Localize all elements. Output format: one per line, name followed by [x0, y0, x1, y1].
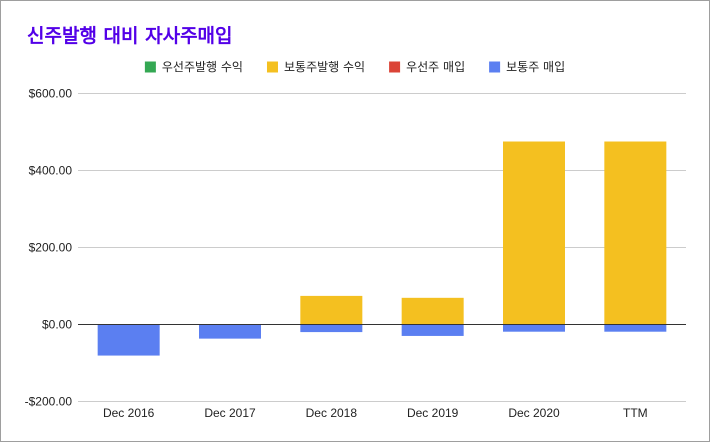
- y-tick-label: -$200.00: [25, 395, 73, 409]
- x-tick-label: Dec 2020: [508, 406, 560, 420]
- legend-item: 우선주발행 수익: [144, 59, 243, 74]
- y-tick-label: $200.00: [29, 241, 73, 255]
- y-tick-label: $400.00: [29, 164, 73, 178]
- bar-segment: [300, 324, 363, 333]
- bar-segment: [199, 324, 261, 339]
- legend-item: 우선주 매입: [389, 60, 465, 74]
- bar-segment: [503, 324, 565, 332]
- legend-swatch: [266, 61, 278, 73]
- legend-label: 보통주발행 수익: [284, 59, 365, 74]
- bars: [97, 141, 667, 356]
- bar-segment: [300, 295, 363, 324]
- x-tick-label: Dec 2017: [204, 406, 256, 420]
- bar-segment: [401, 324, 464, 336]
- bar-segment: [604, 324, 667, 332]
- x-tick-label: TTM: [623, 406, 648, 420]
- legend-swatch: [389, 61, 401, 73]
- chart-title: 신주발행 대비 자사주매입: [27, 25, 233, 47]
- legend-label: 우선주 매입: [406, 60, 465, 74]
- legend-swatch: [144, 61, 156, 73]
- x-tick-label: Dec 2018: [306, 406, 358, 420]
- y-tick-label: $0.00: [42, 318, 72, 332]
- y-tick-label: $600.00: [29, 87, 73, 101]
- bar-segment: [604, 141, 667, 324]
- legend: 우선주발행 수익 보통주발행 수익 우선주 매입 보통주 매입: [144, 59, 565, 74]
- x-tick-label: Dec 2016: [103, 406, 155, 420]
- gridlines: [78, 93, 686, 402]
- legend-label: 우선주발행 수익: [162, 59, 243, 74]
- legend-item: 보통주 매입: [489, 60, 565, 74]
- legend-label: 보통주 매입: [506, 60, 565, 74]
- axes: $600.00 $400.00 $200.00 $0.00 -$200.00 Dec 20…: [25, 87, 686, 420]
- legend-swatch: [489, 61, 501, 73]
- bar-segment: [503, 141, 565, 324]
- legend-item: 보통주발행 수익: [266, 59, 365, 74]
- bar-segment: [401, 297, 464, 324]
- x-tick-label: Dec 2019: [407, 406, 459, 420]
- bar-segment: [97, 324, 160, 356]
